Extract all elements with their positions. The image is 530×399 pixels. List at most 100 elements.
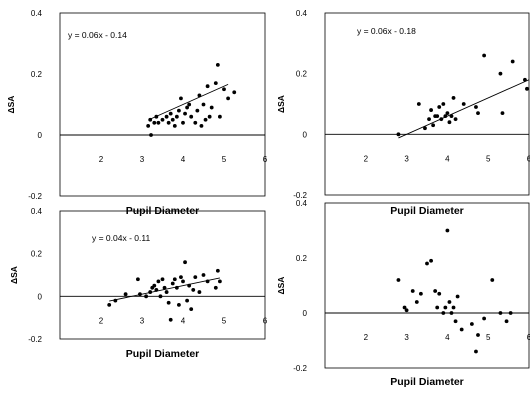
data-point bbox=[476, 111, 480, 115]
data-point bbox=[177, 302, 181, 307]
x-tick-label: 2 bbox=[99, 155, 104, 164]
y-tick-label: 0.4 bbox=[296, 199, 308, 208]
y-tick-label: 0.4 bbox=[296, 9, 308, 18]
y-tick-label: -0.2 bbox=[293, 364, 307, 373]
data-point bbox=[195, 108, 200, 113]
data-point bbox=[185, 105, 190, 110]
y-tick-label: 0 bbox=[303, 130, 308, 139]
data-point bbox=[215, 268, 220, 273]
data-point bbox=[218, 279, 222, 284]
data-point bbox=[435, 305, 440, 310]
data-point bbox=[461, 102, 466, 106]
data-point bbox=[404, 308, 409, 313]
data-point bbox=[498, 311, 503, 315]
x-tick-label: 3 bbox=[140, 155, 145, 164]
data-point bbox=[177, 108, 181, 113]
y-tick-label: 0.2 bbox=[296, 70, 308, 79]
data-point bbox=[226, 96, 231, 101]
data-point bbox=[181, 120, 185, 125]
data-point bbox=[189, 114, 194, 119]
data-point bbox=[431, 123, 436, 128]
x-tick-label: 5 bbox=[222, 155, 227, 164]
y-tick-label: 0 bbox=[38, 292, 43, 301]
data-point bbox=[168, 111, 173, 116]
x-tick-label: 5 bbox=[486, 154, 491, 163]
plot-frame bbox=[59, 12, 266, 197]
data-point bbox=[148, 290, 153, 294]
data-point bbox=[170, 281, 175, 286]
data-point bbox=[416, 102, 421, 106]
data-point bbox=[191, 288, 196, 292]
data-point bbox=[152, 120, 157, 125]
x-tick-label: 5 bbox=[222, 316, 227, 325]
data-point bbox=[148, 117, 153, 122]
data-point bbox=[183, 260, 187, 265]
data-point bbox=[156, 120, 161, 125]
data-point bbox=[179, 275, 183, 280]
data-point bbox=[449, 311, 454, 315]
x-tick-label: 6 bbox=[527, 154, 530, 163]
data-point bbox=[207, 114, 212, 119]
data-point bbox=[437, 291, 442, 296]
x-tick-label: 6 bbox=[527, 333, 530, 342]
data-point bbox=[205, 279, 210, 284]
data-point bbox=[193, 120, 198, 125]
data-point bbox=[482, 316, 487, 321]
data-point bbox=[445, 111, 450, 115]
y-tick-label: 0.2 bbox=[296, 254, 308, 263]
data-point bbox=[199, 123, 204, 128]
data-point bbox=[504, 319, 509, 324]
data-point bbox=[189, 307, 194, 312]
x-tick-label: 4 bbox=[181, 316, 186, 325]
data-point bbox=[181, 279, 185, 284]
data-point bbox=[523, 77, 527, 82]
data-point bbox=[441, 311, 446, 315]
data-point bbox=[158, 294, 163, 299]
x-tick-label: 6 bbox=[263, 155, 268, 164]
data-point bbox=[152, 283, 157, 288]
trendline bbox=[150, 83, 229, 120]
data-point bbox=[185, 298, 190, 303]
plot-frame bbox=[324, 202, 530, 369]
trendline bbox=[398, 79, 530, 139]
data-point bbox=[510, 59, 515, 64]
plot-frame bbox=[324, 12, 530, 196]
data-point bbox=[508, 311, 513, 315]
data-point bbox=[498, 71, 503, 76]
x-tick-label: 2 bbox=[99, 316, 104, 325]
data-point bbox=[154, 114, 159, 119]
data-point bbox=[144, 294, 149, 299]
data-point bbox=[443, 305, 448, 310]
data-point bbox=[213, 81, 218, 86]
y-tick-label: 0.4 bbox=[31, 9, 43, 18]
data-point bbox=[435, 114, 440, 119]
data-point bbox=[443, 114, 448, 119]
data-point bbox=[213, 285, 218, 290]
y-tick-label: -0.2 bbox=[28, 192, 42, 201]
panel-4: 0.4 0.2 0 -0.2 2 3 4 5 6 Pupil Diameter ΔSA bbox=[276, 199, 530, 388]
x-tick-label: 5 bbox=[486, 333, 491, 342]
data-point bbox=[166, 120, 171, 125]
y-tick-label: -0.2 bbox=[28, 335, 42, 344]
data-point bbox=[172, 123, 177, 128]
data-point bbox=[179, 96, 183, 101]
y-tick-label: 0 bbox=[303, 309, 308, 318]
data-point bbox=[187, 102, 192, 107]
data-point bbox=[187, 283, 192, 288]
data-point bbox=[427, 117, 431, 122]
y-axis-label: ΔSA bbox=[9, 266, 19, 284]
data-point bbox=[402, 305, 407, 310]
data-point bbox=[414, 300, 419, 304]
data-point bbox=[156, 279, 161, 284]
data-point bbox=[525, 86, 529, 91]
x-tick-label: 2 bbox=[364, 154, 369, 163]
data-point bbox=[160, 117, 165, 122]
data-point bbox=[164, 114, 169, 119]
data-point bbox=[193, 275, 198, 280]
y-tick-label: -0.2 bbox=[293, 191, 307, 200]
data-point bbox=[453, 117, 458, 122]
data-point bbox=[453, 319, 458, 324]
data-point bbox=[476, 333, 480, 337]
